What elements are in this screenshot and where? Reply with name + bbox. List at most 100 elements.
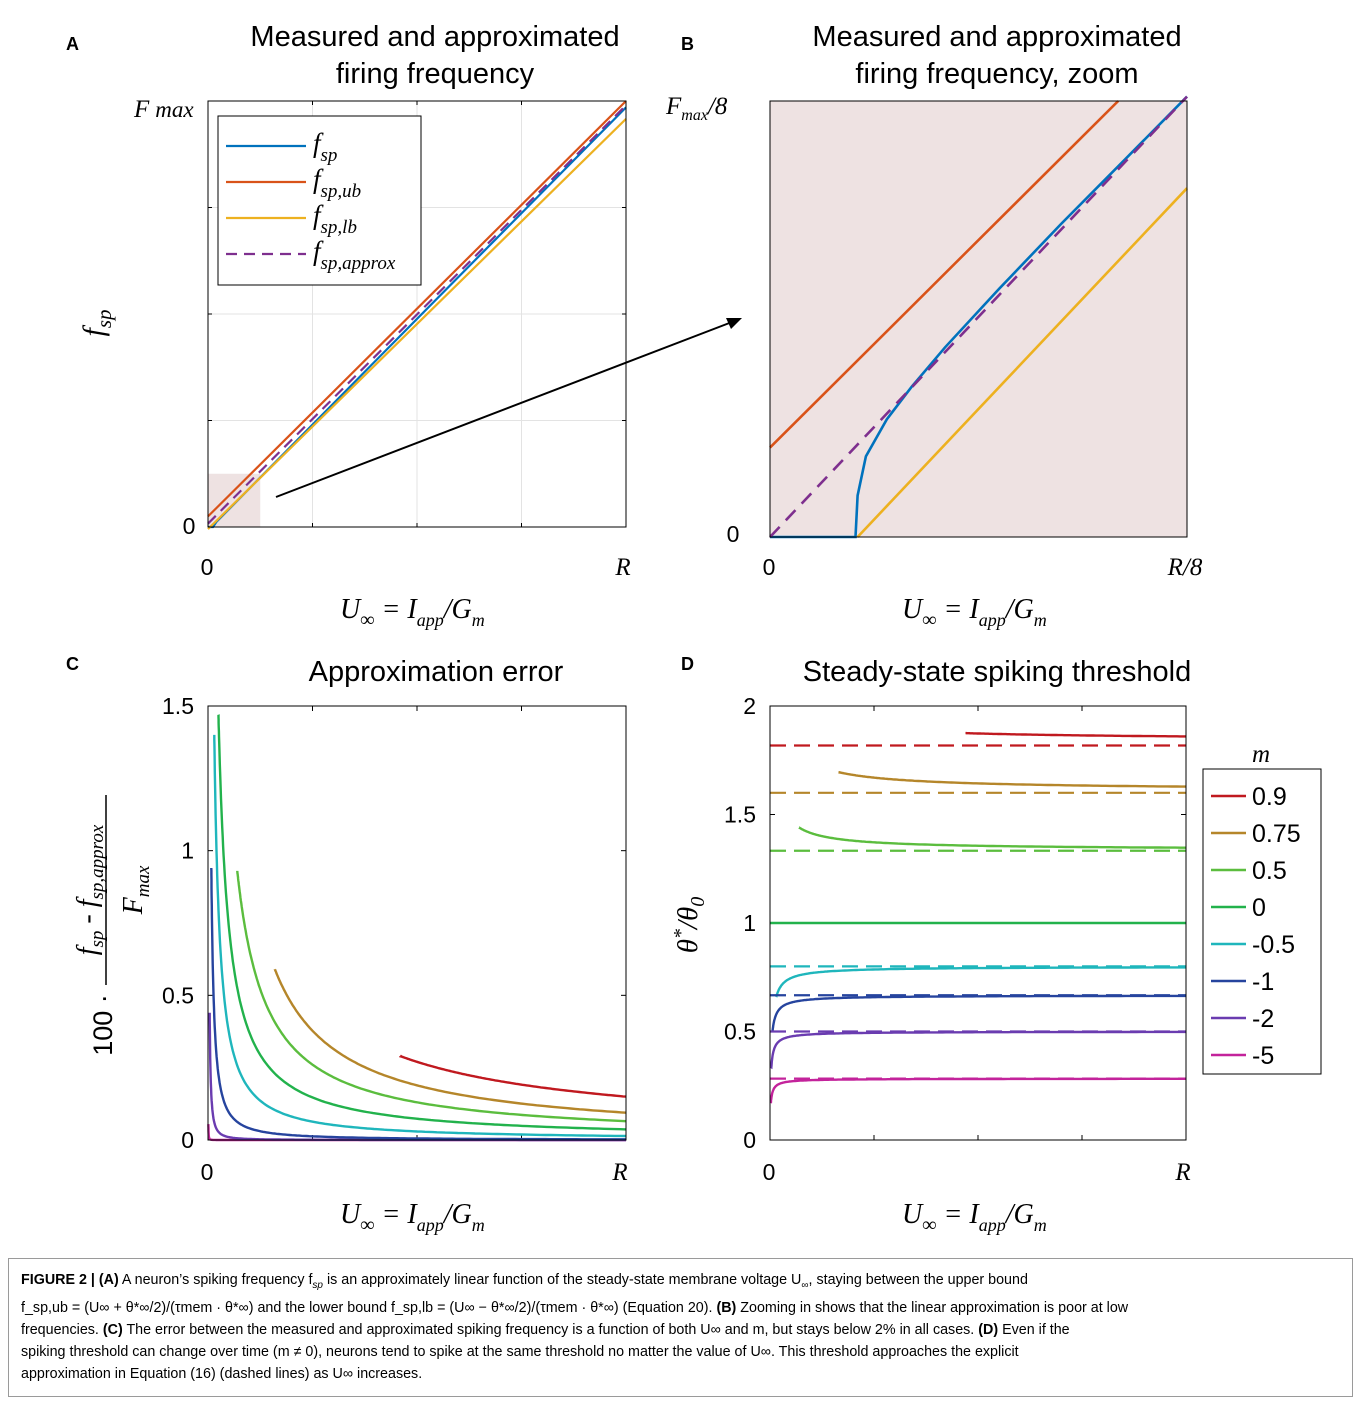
panel-d-ytick-label: 1: [743, 910, 756, 936]
panel-b-title-line2: firing frequency, zoom: [855, 58, 1138, 90]
panel-a-legend-sub-0: sp: [321, 145, 338, 166]
panel-d-xlabel: U∞ = Iapp/Gm: [902, 1199, 1047, 1236]
panel-d-ylabel: θ*/θ0: [670, 897, 709, 954]
panel-d-line--2: [770, 1030, 1186, 1070]
panel-c-line-0: [217, 714, 627, 1131]
panel-a-ytick-0: 0: [183, 513, 196, 539]
panel-c-ytick-label: 0.5: [162, 982, 194, 1008]
panel-b-xtick-r8: R/8: [1167, 554, 1203, 581]
caption-line-5: approximation in Equation (16) (dashed l…: [21, 1363, 1340, 1385]
panel-d-legend: [1202, 768, 1322, 1075]
panel-a-xtick-r: R: [614, 554, 630, 581]
panel-a-line-2: [207, 118, 627, 530]
panel-c-xlabel: U∞ = Iapp/Gm: [340, 1199, 485, 1236]
panel-b-xtick-0: 0: [763, 554, 776, 580]
panel-d-line--5: [769, 1077, 1186, 1104]
panel-d-line-0.5: [798, 826, 1186, 849]
panel-c-xtick-r: R: [611, 1159, 627, 1186]
svg-text:100 ·: 100 ·: [88, 994, 118, 1056]
panel-c-ytick-label: 1.5: [162, 693, 194, 719]
panel-c-line--2: [208, 1012, 626, 1142]
panel-a-line-3: [207, 104, 627, 525]
panel-d-legend-label-0.5: 0.5: [1252, 857, 1287, 885]
panel-a-line-1: [207, 100, 627, 518]
panel-d-legend-entries: 0.9 0.75 0.5 0 -0.5 -1 -2 -5: [1211, 783, 1301, 1070]
panel-b-line-2: [856, 187, 1188, 538]
panel-c-ytick-label: 1: [181, 838, 194, 864]
panel-b-xlabel: U∞ = Iapp/Gm: [902, 594, 1047, 631]
panel-a: Measured and approximated firing frequen…: [77, 21, 631, 631]
caption-line2-text: f_sp,ub = (U∞ + θ*∞/2)/(τmem · θ*∞) and …: [21, 1299, 713, 1316]
caption-tag-d: (D): [978, 1321, 999, 1338]
panel-d-legend-label--5: -5: [1252, 1042, 1274, 1070]
panel-b-ytick-0: 0: [727, 521, 740, 547]
panel-b-line-1: [769, 100, 1120, 449]
panel-c-xtick-0: 0: [201, 1159, 214, 1185]
caption-a-text: A neuron’s spiking frequency f: [118, 1272, 313, 1288]
caption-tag-b: (B): [716, 1299, 737, 1316]
panel-c-ticks: 0 0.5 1 1.5: [162, 693, 626, 1153]
caption-a-text3: , staying between the upper bound: [808, 1272, 1028, 1288]
panel-a-zoom-rect: [208, 473, 261, 527]
panel-d-ytick-label: 0.5: [724, 1019, 756, 1045]
panel-c-line-0.5: [236, 870, 627, 1123]
panel-d-legend-label--1: -1: [1252, 968, 1274, 996]
figure-caption: FIGURE 2 | (A) A neuron’s spiking freque…: [8, 1258, 1353, 1397]
panel-a-legend-sub-1: sp,ub: [321, 181, 362, 202]
caption-tag-c: (C): [102, 1321, 123, 1338]
panel-d: Steady-state spiking threshold 0 0.5 1 1.5 2…: [670, 656, 1322, 1236]
panel-d-legend-label-0.75: 0.75: [1252, 820, 1301, 848]
panel-label-d: D: [681, 654, 694, 674]
panel-d-line--0.5: [775, 966, 1186, 998]
panel-b-axes-box: [769, 100, 1188, 538]
panel-c-title: Approximation error: [309, 656, 564, 688]
panel-d-legend-label--0.5: -0.5: [1252, 931, 1295, 959]
panel-c: Approximation error 0 0.5 1 1.5 0 R U∞ = Ia…: [72, 656, 628, 1236]
panel-d-line-0.9: [965, 731, 1186, 738]
panel-d-legend-title: m: [1252, 741, 1270, 768]
panel-d-axes-box: [769, 705, 1187, 1141]
caption-line5-text: approximation in Equation (16) (dashed l…: [21, 1365, 423, 1382]
panel-a-title-line2: firing frequency: [336, 58, 535, 90]
caption-line4-text: spiking threshold can change over time (…: [21, 1343, 1019, 1360]
panel-a-title-line1: Measured and approximated: [250, 21, 619, 53]
panel-a-legend-sub-2: sp,lb: [321, 217, 357, 238]
panel-b-background: [770, 101, 1187, 537]
panel-d-ytick-label: 1.5: [724, 802, 756, 828]
panel-d-legend-label-0: 0: [1252, 894, 1266, 922]
caption-line-1: FIGURE 2 | (A) A neuron’s spiking freque…: [21, 1272, 1028, 1291]
svg-text:Fmax: Fmax: [118, 865, 154, 915]
panel-b: Measured and approximated firing frequen…: [665, 21, 1203, 631]
panel-d-ytick-label: 2: [743, 693, 756, 719]
panel-c-lines: [207, 714, 627, 1142]
panel-a-xtick-0: 0: [201, 554, 214, 580]
panel-c-line--0.5: [213, 734, 627, 1138]
panel-d-legend-label-0.9: 0.9: [1252, 783, 1287, 811]
caption-line-3: frequencies. (C) The error between the m…: [21, 1319, 1340, 1341]
caption-line-2: f_sp,ub = (U∞ + θ*∞/2)/(τmem · θ*∞) and …: [21, 1297, 1340, 1319]
panel-d-xtick-0: 0: [763, 1159, 776, 1185]
panel-d-line-0.75: [838, 771, 1186, 788]
panel-label-c: C: [66, 654, 79, 674]
panel-c-axes-box: [207, 705, 627, 1141]
panel-a-xlabel: U∞ = Iapp/Gm: [340, 594, 485, 631]
panel-label-a: A: [66, 34, 79, 54]
zoom-arrow: [275, 321, 733, 498]
panel-d-ticks: 0 0.5 1 1.5 2: [724, 693, 1186, 1153]
caption-tag-a: (A): [98, 1272, 119, 1288]
panel-c-ylabel: 100 · fsp - fsp,approx Fmax: [72, 795, 154, 1056]
panel-label-b: B: [681, 34, 694, 54]
panel-a-ticks: [208, 101, 626, 527]
panel-a-legend-sub-3: sp,approx: [321, 253, 396, 274]
caption-line3-text: frequencies.: [21, 1321, 99, 1338]
panel-b-lines: [769, 95, 1188, 539]
panel-d-xtick-r: R: [1174, 1159, 1190, 1186]
caption-b-text: Zooming in shows that the linear approxi…: [736, 1299, 1129, 1316]
caption-a-text2: is an approximately linear function of t…: [322, 1272, 802, 1288]
panel-d-line--1: [771, 994, 1186, 1032]
zoom-arrow-head: [726, 318, 742, 329]
panel-b-ytick-fmax8: Fmax/8: [665, 93, 728, 124]
caption-figure-number: FIGURE 2 |: [21, 1272, 99, 1288]
panel-b-line-3: [769, 95, 1188, 538]
